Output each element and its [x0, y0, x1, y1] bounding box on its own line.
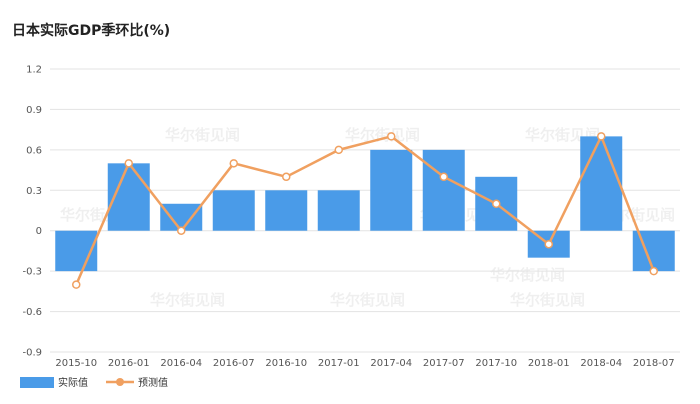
forecast-point — [544, 239, 553, 249]
forecast-point — [597, 132, 606, 141]
legend-marker-forecast — [116, 378, 124, 386]
y-axis: 1.2 0.9 0.6 0.3 0 -0.3 -0.6 -0.9 — [22, 65, 42, 359]
y-tick-label: 0 — [36, 226, 42, 237]
forecast-line — [72, 132, 658, 289]
y-tick-label: -0.6 — [22, 307, 42, 318]
legend-swatch-actual — [20, 377, 54, 388]
x-axis: 2015-10 2016-01 2016-04 2016-07 2016-10 2017-… — [55, 358, 674, 369]
forecast-series-line — [75, 133, 655, 286]
bar — [580, 136, 623, 231]
legend-label-forecast: 预测值 — [138, 376, 168, 389]
chart-title: 日本实际GDP季环比(%) — [12, 23, 171, 39]
watermark-text: 华尔街见闻 — [345, 126, 420, 144]
legend: 实际值 预测值 — [20, 376, 168, 389]
watermark-text: 华尔街见闻 — [150, 291, 225, 309]
forecast-point — [387, 132, 396, 141]
x-tick-label: 2018-04 — [580, 358, 622, 369]
x-tick-label: 2016-07 — [213, 358, 255, 369]
bar — [317, 190, 360, 231]
x-tick-label: 2015-10 — [55, 358, 97, 369]
forecast-point — [334, 145, 343, 155]
x-tick-label: 2018-01 — [528, 358, 570, 369]
forecast-point — [492, 199, 501, 209]
y-tick-label: 0.9 — [26, 105, 42, 116]
x-tick-label: 2017-01 — [318, 358, 360, 369]
forecast-point — [124, 159, 133, 168]
bar — [422, 149, 465, 231]
grid — [50, 68, 680, 353]
legend-label-actual: 实际值 — [58, 376, 88, 389]
y-tick-label: 1.2 — [26, 65, 42, 76]
forecast-point — [282, 172, 291, 182]
x-tick-label: 2016-04 — [160, 358, 202, 369]
forecast-point — [649, 266, 658, 276]
x-tick-label: 2017-07 — [423, 358, 465, 369]
x-tick-label: 2016-01 — [108, 358, 150, 369]
forecast-point — [177, 226, 186, 235]
watermark-text: 华尔街见闻 — [490, 266, 565, 284]
bar — [265, 190, 308, 231]
watermark-text: 华尔街见闻 — [510, 291, 585, 309]
bars — [55, 136, 675, 272]
watermark-text: 华尔街见闻 — [330, 291, 405, 309]
bar — [212, 190, 255, 231]
x-tick-label: 2017-04 — [370, 358, 412, 369]
forecast-point — [439, 172, 448, 182]
forecast-point — [72, 280, 81, 289]
bar — [160, 203, 203, 231]
bar — [370, 149, 413, 231]
y-tick-label: 0.3 — [26, 186, 42, 197]
x-tick-label: 2017-10 — [475, 358, 517, 369]
y-tick-label: -0.3 — [22, 267, 42, 278]
y-tick-label: 0.6 — [26, 145, 42, 156]
forecast-point — [229, 159, 238, 168]
x-tick-label: 2016-10 — [265, 358, 307, 369]
watermark-text: 华尔街见闻 — [165, 126, 240, 144]
x-tick-label: 2018-07 — [633, 358, 675, 369]
y-tick-label: -0.9 — [22, 348, 42, 359]
